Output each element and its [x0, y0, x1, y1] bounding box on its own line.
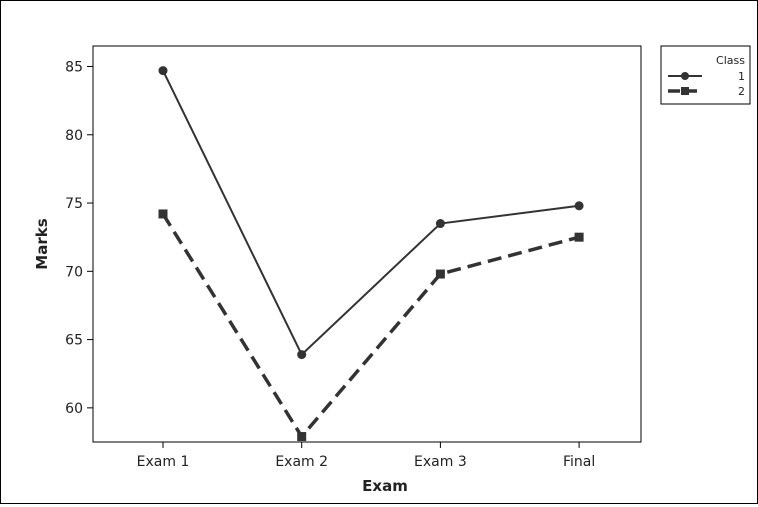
data-point-circle	[297, 350, 307, 360]
series-1	[158, 66, 584, 360]
y-tick-label: 75	[65, 196, 83, 212]
y-tick-label: 85	[65, 59, 83, 75]
series-2	[158, 209, 584, 442]
x-tick-label: Exam 3	[414, 454, 467, 470]
data-point-circle	[158, 66, 168, 76]
y-axis: 60 65 70 75 80 85	[65, 59, 93, 417]
plot-area	[92, 45, 642, 443]
data-point-circle	[435, 219, 445, 229]
y-tick-label: 65	[65, 333, 83, 349]
y-axis-title: Marks	[33, 218, 51, 269]
x-axis: Exam 1 Exam 2 Exam 3 Final	[137, 442, 595, 470]
data-point-square	[158, 209, 168, 219]
data-point-square	[297, 432, 307, 442]
legend-marker-circle	[681, 72, 689, 80]
data-point-square	[435, 269, 445, 279]
y-tick-label: 70	[65, 264, 83, 280]
legend: Class 1 2	[660, 45, 751, 105]
series-1-line	[162, 70, 580, 357]
x-tick-label: Exam 1	[137, 454, 190, 470]
x-axis-title: Exam	[362, 477, 408, 495]
series-layer	[158, 66, 584, 442]
legend-label-1: 1	[738, 70, 745, 83]
legend-label-2: 2	[738, 85, 745, 98]
data-point-circle	[574, 201, 584, 211]
y-tick-label: 60	[65, 401, 83, 417]
data-point-square	[574, 232, 584, 242]
legend-marker-square	[681, 87, 689, 95]
y-tick-label: 80	[65, 128, 83, 144]
x-tick-label: Final	[563, 454, 595, 470]
x-tick-label: Exam 2	[275, 454, 328, 470]
legend-title: Class	[716, 54, 745, 67]
series-2-line	[161, 213, 580, 440]
